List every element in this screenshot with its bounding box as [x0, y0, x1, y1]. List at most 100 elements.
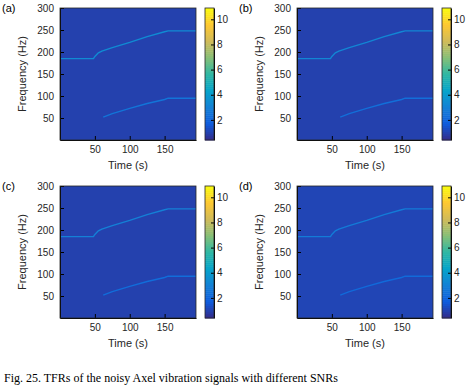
y-tick-label: 150	[37, 69, 54, 80]
colorbar-tick-mark	[448, 120, 451, 121]
colorbar-frame	[205, 8, 214, 140]
colorbar-tick-mark	[448, 273, 451, 274]
colorbar-tick: 4	[211, 89, 223, 100]
x-tick: 150	[394, 136, 411, 155]
y-tick-mark	[297, 96, 301, 97]
y-tick-mark	[60, 208, 64, 209]
x-tick-label: 100	[359, 322, 376, 333]
x-tick-label: 150	[394, 322, 411, 333]
y-tick-label: 100	[37, 91, 54, 102]
x-tick-mark	[367, 314, 368, 318]
plot-frame	[60, 186, 196, 318]
x-tick: 150	[157, 314, 174, 333]
colorbar-tick: 4	[211, 267, 223, 278]
colorbar-tick: 6	[448, 64, 460, 75]
x-tick-mark	[367, 136, 368, 140]
marks	[60, 186, 196, 318]
x-axis-title: Time (s)	[108, 159, 148, 171]
y-tick-label: 250	[274, 203, 291, 214]
colorbar-tick: 6	[211, 64, 223, 75]
y-tick-mark	[60, 30, 64, 31]
y-tick-label: 150	[274, 247, 291, 258]
y-tick: 50	[280, 113, 301, 124]
x-tick-mark	[95, 136, 96, 140]
colorbar-tick: 2	[211, 293, 223, 304]
x-tick-mark	[130, 136, 131, 140]
colorbar-tick-mark	[211, 44, 214, 45]
colorbar-tick-label: 4	[454, 267, 460, 278]
colorbar-tick-mark	[211, 19, 214, 20]
colorbar-frame	[442, 186, 451, 318]
marks	[60, 8, 196, 140]
y-tick: 50	[280, 291, 301, 302]
y-tick-mark	[297, 74, 301, 75]
x-tick-mark	[165, 314, 166, 318]
colorbar-tick: 4	[448, 267, 460, 278]
y-tick-mark	[60, 74, 64, 75]
plot-area: 5010015050100150200250300Time (s)Frequen…	[16, 3, 229, 171]
x-tick-label: 150	[394, 144, 411, 155]
colorbar-tick-label: 2	[217, 293, 223, 304]
x-tick-mark	[95, 314, 96, 318]
plot-area: 5010015050100150200250300Time (s)Frequen…	[16, 181, 229, 349]
x-tick-mark	[402, 136, 403, 140]
colorbar-tick-label: 8	[454, 39, 460, 50]
y-tick-label: 150	[37, 247, 54, 258]
y-tick-mark	[60, 230, 64, 231]
y-tick-mark	[297, 30, 301, 31]
y-tick-label: 300	[37, 181, 54, 192]
y-axis-title: Frequency (Hz)	[253, 214, 265, 290]
x-tick-label: 150	[157, 322, 174, 333]
colorbar-tick: 6	[448, 242, 460, 253]
colorbar-frame	[205, 186, 214, 318]
y-tick-label: 250	[274, 25, 291, 36]
x-tick-label: 50	[327, 144, 339, 155]
colorbar-tick-label: 10	[454, 14, 466, 25]
x-tick: 100	[122, 136, 139, 155]
colorbar-tick-mark	[448, 197, 451, 198]
colorbar-tick-mark	[448, 95, 451, 96]
x-tick-label: 100	[122, 322, 139, 333]
colorbar-tick-label: 6	[454, 64, 460, 75]
ridge-line	[297, 209, 433, 237]
colorbar-tick: 6	[211, 242, 223, 253]
colorbar-frame	[442, 8, 451, 140]
y-tick-mark	[297, 230, 301, 231]
y-tick-label: 300	[274, 181, 291, 192]
colorbar-tick-mark	[448, 298, 451, 299]
colorbar-tick-mark	[211, 222, 214, 223]
heatmap-background	[60, 8, 196, 140]
x-axis: 50100150	[61, 136, 197, 155]
plot-area: 5010015050100150200250300Time (s)Frequen…	[253, 181, 466, 349]
colorbar-tick: 2	[448, 115, 460, 126]
y-tick-label: 100	[37, 269, 54, 280]
colorbar-tick-label: 6	[217, 242, 223, 253]
y-tick-mark	[297, 52, 301, 53]
ridge-line	[60, 31, 196, 59]
ridge-line	[297, 31, 433, 59]
x-tick-mark	[402, 314, 403, 318]
colorbar-tick-label: 2	[217, 115, 223, 126]
y-tick-label: 250	[37, 203, 54, 214]
panel-label: (c)	[2, 180, 15, 192]
x-tick-mark	[165, 136, 166, 140]
y-tick-label: 250	[37, 25, 54, 36]
colorbar-tick: 8	[448, 39, 460, 50]
y-tick-mark	[60, 274, 64, 275]
x-tick: 50	[90, 136, 102, 155]
plot-frame	[297, 8, 433, 140]
colorbar-tick-label: 10	[217, 192, 229, 203]
colorbar-tick-mark	[448, 222, 451, 223]
colorbar-tick-label: 4	[217, 89, 223, 100]
panel: 5010015050100150200250300Time (s)Frequen…	[239, 180, 466, 349]
y-tick-label: 50	[280, 291, 292, 302]
colorbar-tick: 2	[211, 115, 223, 126]
heatmap-background	[297, 8, 433, 140]
colorbar-tick-mark	[211, 70, 214, 71]
colorbar-tick-mark	[448, 44, 451, 45]
caption: Fig. 25. TFRs of the noisy Axel vibratio…	[4, 371, 338, 385]
colorbar-tick-label: 10	[454, 192, 466, 203]
y-tick-label: 200	[274, 47, 291, 58]
colorbar-tick-mark	[211, 95, 214, 96]
x-axis-title: Time (s)	[345, 337, 385, 349]
